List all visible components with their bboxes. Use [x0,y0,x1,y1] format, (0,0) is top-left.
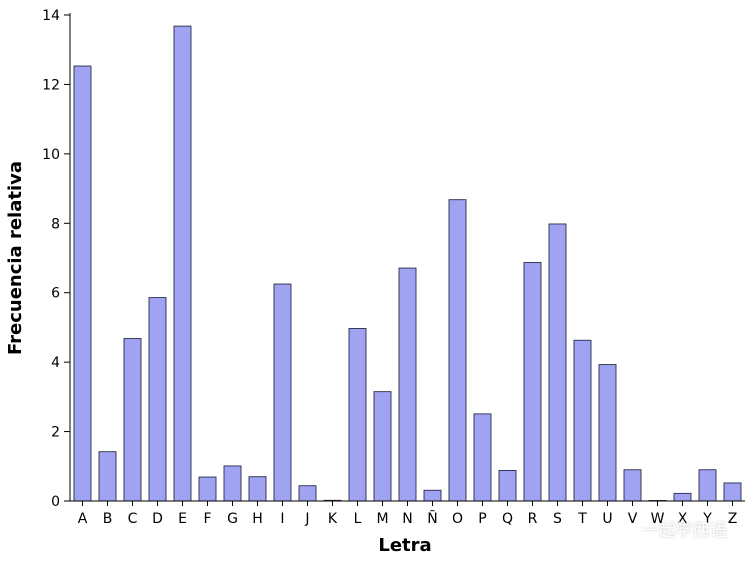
y-tick-label: 0 [51,494,60,510]
bar-Ñ [423,489,442,502]
x-tick-label: A [78,511,88,527]
bar-Z [723,482,742,502]
y-tick-label: 4 [51,355,60,371]
x-tick-label: C [128,511,138,527]
bar-C [123,338,142,502]
bar-F [198,476,217,502]
x-tick-label: M [376,511,388,527]
bar-X [673,492,692,502]
y-axis-title: Frecuencia relativa [5,161,26,355]
y-tick-label: 8 [51,216,60,232]
bar-H [248,476,267,502]
y-tick-label: 2 [51,425,60,441]
x-tick-label: F [203,511,211,527]
y-tick-label: 10 [42,147,60,163]
bar-I [273,283,292,502]
x-tick-label: H [252,511,263,527]
bar-N [398,267,417,502]
x-tick-label: P [478,511,486,527]
x-tick-label: J [304,511,309,527]
bar-V [623,469,642,502]
x-tick-label: Y [702,511,712,527]
x-tick-label: V [628,511,638,527]
bar-P [473,413,492,502]
x-tick-label: I [280,511,284,527]
bar-Y [698,469,717,502]
y-tick-label: 12 [42,77,60,93]
x-tick-label: E [178,511,187,527]
wechat-icon [614,520,636,537]
watermark: 一起学西语 [614,516,727,541]
bar-R [523,262,542,502]
bar-A [73,65,92,502]
bars-layer [73,25,742,502]
x-tick-label: W [651,511,665,527]
x-tick-label: N [402,511,412,527]
x-tick-label: B [103,511,113,527]
x-tick-label: S [553,511,562,527]
bar-U [598,364,617,502]
bar-M [373,391,392,502]
bar-O [448,199,467,502]
y-tick-label: 14 [42,8,60,24]
bar-E [173,25,192,502]
x-tick-label: D [152,511,163,527]
x-tick-label: T [577,511,587,527]
x-tick-label: O [452,511,463,527]
bar-L [348,328,367,502]
bar-D [148,297,167,502]
x-tick-label: U [602,511,612,527]
x-tick-label: G [227,511,238,527]
bar-G [223,465,242,502]
x-tick-label: Ñ [427,510,437,527]
x-tick-label: Z [728,511,738,527]
x-tick-label: K [328,511,338,527]
watermark-text: 一起学西语 [642,521,727,541]
y-tick-label: 6 [51,286,60,302]
x-tick-label: L [354,511,362,527]
x-tick-label: Q [502,511,513,527]
bar-J [298,485,317,502]
x-axis-title: Letra [378,535,431,556]
x-tick-label: R [528,511,538,527]
bar-T [573,339,592,502]
bar-S [548,223,567,502]
x-tick-label: X [678,511,688,527]
axes-layer: 0 2 4 6 8 10 12 14 A B C D E F G H I J K L M N Ñ O P Q R S T U V W X Y Z [42,8,745,527]
bar-B [98,451,117,502]
bar-Q [498,470,517,502]
